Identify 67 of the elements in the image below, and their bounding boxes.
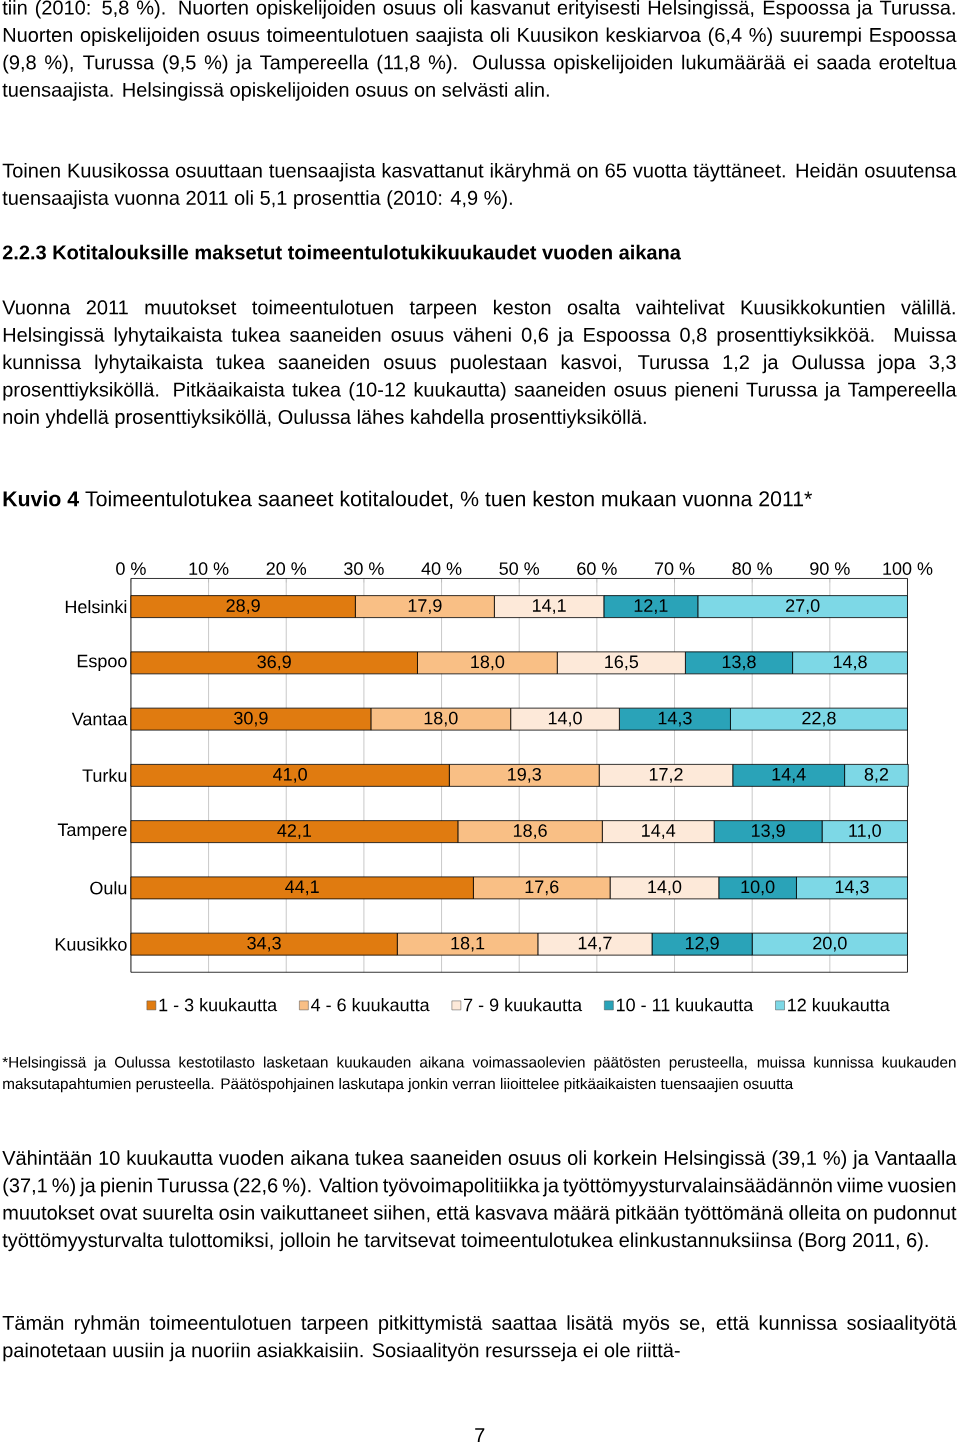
- data-label: 18,0: [424, 711, 458, 727]
- data-label: 19,3: [507, 767, 541, 783]
- data-label: 36,9: [257, 655, 291, 671]
- data-label: 18,1: [451, 936, 484, 952]
- x-tick-label: 10 %: [189, 562, 229, 575]
- x-tick-label: 60 %: [577, 562, 617, 575]
- data-label: 27,0: [785, 599, 820, 615]
- data-label: 13,8: [722, 655, 756, 671]
- text: Vähintään 10 kuukautta vuoden aikana tukea saaneiden osuus oli korkein Helsingissä (39,1 %) ja Vantaalla (37,1 %) ja pienin Turussa (22,6 %). Valtion työvoimapolitiikka ja työttömyysturvalainsäädännön viime vuosien muutokset ovat suurelta osin vaikuttaneet siihen, että kasvava määrä pitkään työttömänä olleita on pudonnut työttömyysturvalta tulottomiksi, jolloin he tarvitsevat toimeentulotukea elinkustannuksiinsa (Borg 2011, 6).: [2, 1150, 957, 1252]
- data-label: 14,3: [835, 880, 869, 896]
- data-label: 20,0: [813, 936, 847, 952]
- data-label: 14,3: [658, 711, 692, 727]
- x-tick-label: 100 %: [883, 562, 933, 575]
- text: tiin (2010: 5,8 %). Nuorten opiskelijoiden osuus oli kasvanut erityisesti Helsingissä, Espoossa ja Turussa. Nuorten opiskelijoiden osuus toimeentulotuen saajista oli Kuusikon keskiarvoa (6,4 %) suurempi Espoossa (9,8 %), Turussa (9,5 %) ja Tampereella (11,8 %). Oulussa opiskelijoiden lukumäärää ei saada eroteltua tuensaajista. Helsingissä opiskelijoiden osuus on selvästi alin.: [2, 0, 957, 101]
- legend-label: 4 - 6 kuukautta: [310, 998, 430, 1012]
- data-label: 14,0: [648, 880, 682, 896]
- data-label: 12,1: [634, 599, 668, 615]
- text: Tämän ryhmän toimeentulotuen tarpeen pitkittymistä saattaa lisätä myös se, että kunnissa sosiaalityötä painotetaan uusiin ja nuoriin asiakkaisiin. Sosiaalityön resursseja ei ole riittä-: [2, 1315, 957, 1362]
- y-tick-label: Vantaa: [71, 712, 128, 726]
- data-label: 10,0: [741, 880, 775, 896]
- x-tick-label: 80 %: [732, 562, 772, 575]
- x-tick-label: 30 %: [343, 562, 384, 575]
- y-tick-label: Kuusikko: [55, 937, 127, 951]
- y-tick-label: Tampere: [57, 823, 127, 840]
- text: 7: [474, 1428, 485, 1442]
- y-tick-label: Helsinki: [65, 600, 126, 614]
- data-label: 18,6: [513, 824, 547, 840]
- text: Toinen Kuusikossa osuuttaan tuensaajista kasvattanut ikäryhmä on 65 vuotta täyttäneet. Heidän osuutensa tuensaajista vuonna 2011 oli 5,1 prosenttia (2010: 4,9 %).: [2, 162, 957, 209]
- data-label: 18,0: [471, 655, 504, 671]
- text: 2.2.3 Kotitalouksille maksetut toimeentulotukikuukaudet vuoden aikana: [2, 244, 681, 260]
- data-label: 16,5: [604, 655, 638, 671]
- data-label: 30,9: [233, 711, 268, 727]
- data-label: 14,7: [578, 936, 612, 952]
- x-tick-label: 40 %: [421, 562, 462, 575]
- legend-label: 7 - 9 kuukautta: [463, 998, 582, 1012]
- x-tick-label: 70 %: [654, 562, 695, 575]
- data-label: 14,8: [833, 655, 867, 671]
- y-tick-label: Oulu: [90, 881, 126, 895]
- data-label: 13,9: [751, 824, 785, 840]
- legend-label: 10 - 11 kuukautta: [616, 998, 754, 1012]
- data-label: 14,1: [532, 599, 566, 614]
- y-tick-label: Espoo: [77, 654, 127, 671]
- data-label: 8,2: [864, 767, 888, 783]
- data-label: 12,9: [685, 936, 719, 952]
- data-label: 28,9: [226, 599, 260, 615]
- data-label: 34,3: [247, 936, 281, 952]
- data-label: 42,1: [277, 824, 311, 840]
- data-label: 17,6: [525, 880, 559, 896]
- data-label: 17,9: [408, 599, 442, 615]
- data-label: 17,2: [649, 767, 683, 783]
- data-label: 44,1: [284, 880, 319, 896]
- chart-title: Kuvio 4 Toimeentulotukea saaneet kotitaloudet, % tuen keston mukaan vuonna 2011*: [3, 490, 812, 509]
- x-tick-label: 0 %: [115, 562, 146, 575]
- data-label: 11,0: [849, 824, 881, 840]
- legend-label: 12 kuukautta: [787, 998, 890, 1012]
- data-label: 14,0: [548, 711, 582, 727]
- text: Vuonna 2011 muutokset toimeentulotuen tarpeen keston osalta vaihtelivat Kuusikkokuntien välillä. Helsingissä lyhytaikaista tukea saaneiden osuus väheni 0,6 ja Espoossa 0,8 prosenttiyksikköä. Muissa kunnissa lyhytaikaista tukea saaneiden osuus puolestaan kasvoi, Turussa 1,2 ja Oulussa jopa 3,3 prosenttiyksiköllä. Pitkäaikaista tukea (10-12 kuukautta) saaneiden osuus pieneni Turussa ja Tampereella noin yhdellä prosenttiyksiköllä, Oulussa lähes kahdella prosenttiyksiköllä.: [2, 299, 957, 429]
- x-tick-label: 50 %: [499, 562, 539, 575]
- data-label: 14,4: [641, 824, 675, 839]
- x-tick-label: 20 %: [266, 562, 306, 575]
- data-label: 22,8: [802, 711, 836, 727]
- text: *Helsingissä ja Oulussa kestotilasto lasketaan kuukauden aikana voimassaolevien päätösten perusteella, muissa kunnissa kuukauden maksutapahtumien perusteella. Päätöspohjainen laskutapa jonkin verran liioittelee pitkäaikaisten tuensaajien osuutta: [2, 1056, 956, 1093]
- legend-label: 1 - 3 kuukautta: [159, 998, 277, 1012]
- y-tick-label: Turku: [82, 768, 126, 782]
- x-tick-label: 90 %: [809, 562, 850, 575]
- data-label: 41,0: [272, 767, 307, 783]
- data-label: 14,4: [772, 768, 806, 783]
